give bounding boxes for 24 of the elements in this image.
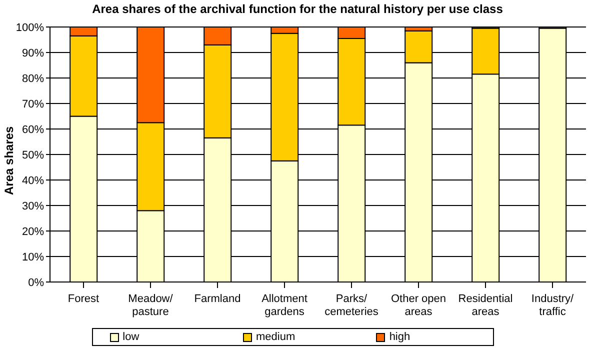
x-tick-label: Allotment gardens [262, 293, 308, 318]
y-tick-label: 80% [22, 72, 44, 85]
x-tick-label: Other open areas [390, 293, 446, 318]
y-tick-label: 50% [22, 149, 44, 162]
x-tick-label: Forest [68, 293, 100, 305]
y-tick-label: 0% [28, 276, 44, 289]
x-tick-label: Parks/ cemeteries [324, 293, 379, 318]
y-tick-label: 20% [22, 226, 44, 238]
y-axis-title: Area shares [2, 126, 16, 195]
legend-label: high [388, 331, 412, 343]
legend-label: low [122, 331, 140, 343]
y-tick-label: 30% [22, 200, 44, 212]
x-tick-label: Farmland [194, 293, 241, 305]
y-tick-label: 40% [22, 174, 44, 187]
legend-label: medium [254, 331, 296, 343]
y-tick-label: 90% [22, 47, 44, 60]
y-tick-label: 10% [22, 251, 44, 264]
x-tick-label: Residential areas [458, 293, 513, 318]
x-tick-label: Meadow/ pasture [128, 293, 174, 318]
y-tick-label: 60% [22, 124, 44, 136]
x-tick-label: Industry/ traffic [531, 293, 575, 318]
y-tick-label: 100% [16, 22, 44, 34]
chart-title: Area shares of the archival function for the natural history per use class [91, 2, 504, 16]
y-tick-label: 70% [22, 98, 44, 110]
